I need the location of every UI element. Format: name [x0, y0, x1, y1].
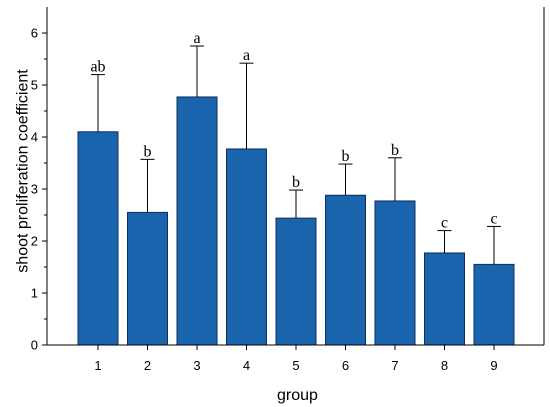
error-bar-group-6: [338, 163, 353, 196]
significance-letter-group-3: a: [193, 30, 200, 47]
error-bar-group-4: [239, 62, 254, 149]
significance-letter-group-1: ab: [90, 59, 105, 76]
y-tick-label: 5: [31, 78, 38, 93]
significance-letter-group-9: c: [490, 210, 497, 227]
x-tick-label: 5: [292, 358, 299, 373]
error-bar-group-1: [91, 74, 105, 132]
error-bar-group-8: [437, 230, 452, 253]
y-tick-label: 2: [31, 234, 38, 249]
bar-group-5: [275, 217, 317, 346]
significance-letter-group-4: a: [243, 47, 250, 64]
bar-group-6: [325, 194, 366, 346]
error-bars-layer: [91, 45, 501, 265]
x-tick-label: 3: [193, 358, 200, 373]
significance-letter-group-8: c: [441, 215, 448, 232]
y-tick-label: 3: [31, 182, 38, 197]
bar-group-2: [127, 211, 168, 346]
x-tick-label: 4: [243, 358, 250, 373]
significance-letter-group-7: b: [391, 142, 399, 159]
bar-group-7: [374, 200, 416, 346]
x-tick-label: 1: [94, 358, 101, 373]
significance-letter-group-6: b: [342, 148, 350, 165]
y-tick-label: 1: [31, 286, 38, 301]
significance-letter-group-5: b: [292, 174, 300, 191]
bars-layer: [77, 96, 515, 346]
x-tick-label: 6: [342, 358, 349, 373]
x-tick-label: 2: [144, 358, 151, 373]
x-axis-title: group: [277, 387, 318, 404]
error-bar-group-5: [289, 189, 303, 219]
error-bar-group-7: [388, 157, 402, 201]
x-tick-label: 8: [441, 358, 448, 373]
y-axis-title: shoot proliferation coefficient: [15, 69, 32, 273]
y-tick-label: 0: [31, 338, 38, 353]
error-bar-group-2: [140, 158, 155, 213]
error-bar-group-3: [190, 45, 204, 97]
bar-group-1: [77, 131, 119, 346]
y-ticks-layer: 0 1 2 3 4 5 6: [31, 26, 47, 353]
bar-group-3: [176, 96, 218, 346]
x-tick-label: 9: [490, 358, 497, 373]
bar-group-9: [473, 263, 515, 346]
x-tick-label: 7: [391, 358, 398, 373]
y-tick-label: 6: [31, 26, 38, 41]
bar-group-8: [424, 252, 465, 346]
significance-letter-group-2: b: [144, 143, 152, 160]
x-ticks-layer: 1 2 3 4 5 6 7 8 9: [94, 345, 498, 373]
bar-group-4: [226, 148, 267, 346]
error-bar-group-9: [487, 225, 501, 265]
y-tick-label: 4: [31, 130, 38, 145]
